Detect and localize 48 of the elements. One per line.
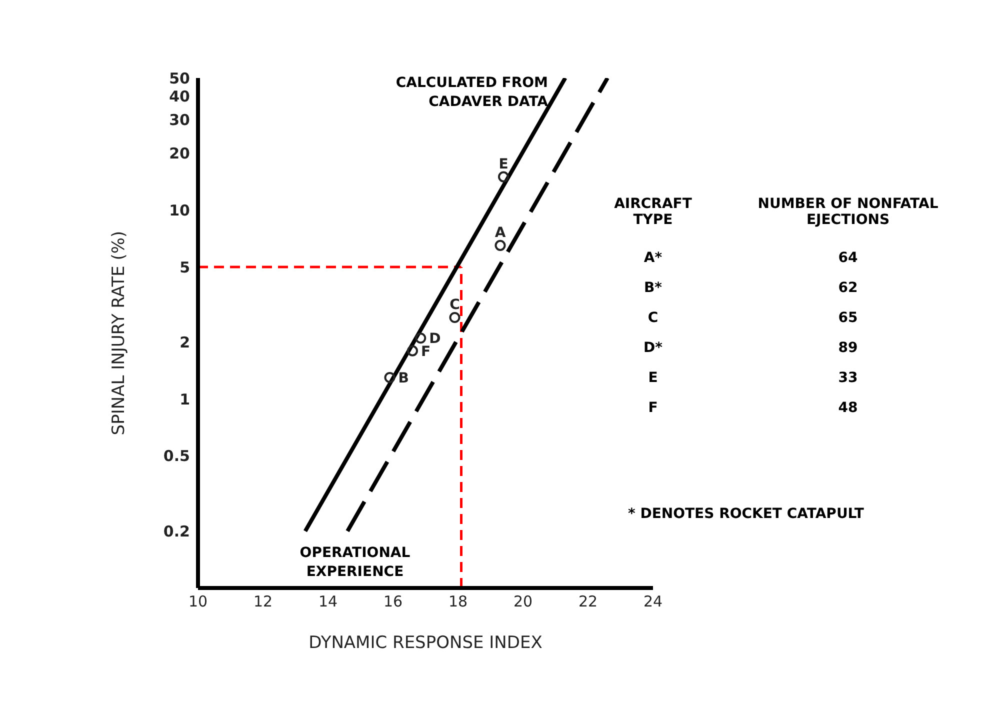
- point: [384, 372, 396, 384]
- series-label: CALCULATED FROM CADAVER DATA: [394, 74, 548, 112]
- text: 89: [837, 340, 859, 356]
- text: 64: [837, 250, 859, 266]
- annotation: C: [646, 310, 660, 326]
- point: [494, 240, 506, 251]
- y-tick-label: 2: [180, 333, 190, 352]
- annotation: * DENOTES ROCKET CATAPULT: [628, 506, 865, 522]
- text: 33: [837, 370, 859, 386]
- data-label: F: [421, 344, 431, 360]
- annotation: A*: [642, 250, 664, 266]
- x-tick-label: 14: [318, 592, 338, 611]
- point: [498, 171, 510, 182]
- annotation: B*: [643, 280, 663, 296]
- y-tick-label: 40: [169, 88, 190, 106]
- text: 62: [837, 280, 859, 296]
- x-tick-label: 20: [513, 592, 533, 611]
- y-tick-label: 5: [180, 258, 190, 276]
- y-tick-label: 1: [180, 390, 190, 408]
- text: NUMBER OF NONFATAL EJECTIONS: [756, 196, 940, 228]
- y-tick-label: 0.2: [163, 522, 190, 540]
- y-tick-label: 30: [169, 111, 190, 130]
- x-tick-label: 18: [448, 592, 468, 611]
- y-axis-title: SPINAL INJURY RATE (%): [109, 230, 130, 436]
- data-label: A: [494, 224, 506, 241]
- x-tick-label: 16: [383, 592, 403, 611]
- data-label: D: [429, 331, 441, 348]
- annotation: D*: [642, 340, 664, 356]
- x-tick-label: 12: [253, 592, 273, 611]
- point: [449, 312, 460, 324]
- annotation: AIRCRAFT TYPE: [613, 196, 693, 228]
- x-axis-title: DYNAMIC RESPONSE INDEX: [308, 633, 543, 653]
- y-tick-label: 0.5: [163, 447, 190, 466]
- data-label: E: [498, 156, 508, 172]
- x-tick-label: 22: [578, 592, 598, 611]
- text: OPERATIONAL EXPERIENCE: [298, 544, 412, 582]
- data-label: C: [450, 297, 460, 314]
- data-label: B: [398, 370, 409, 387]
- y-tick-label: 50: [169, 69, 190, 88]
- annotation: F: [647, 400, 659, 416]
- text: 65: [837, 310, 859, 326]
- y-tick-label: 20: [169, 144, 190, 163]
- x-tick-label: 24: [643, 592, 663, 611]
- annotation: E: [647, 370, 659, 386]
- point: [406, 345, 418, 356]
- text: 48: [837, 400, 859, 416]
- point: [415, 332, 426, 344]
- y-tick-label: 10: [169, 201, 190, 220]
